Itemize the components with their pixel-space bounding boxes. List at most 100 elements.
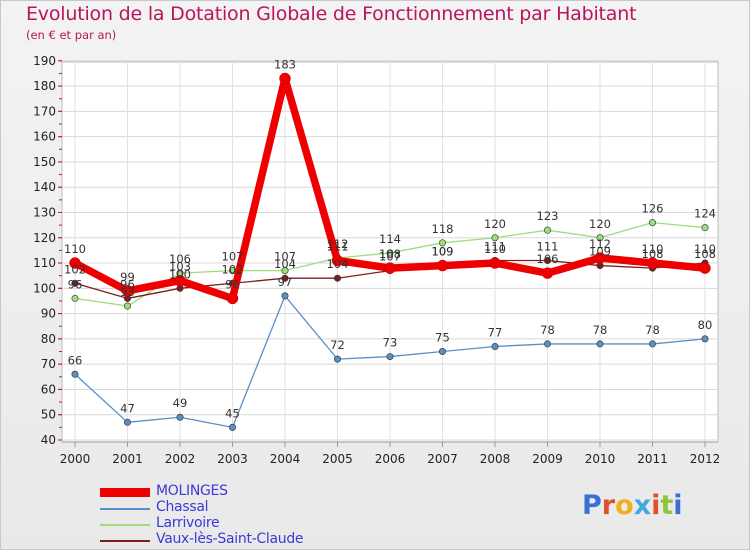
- x-tick-label: 2004: [270, 452, 301, 466]
- legend-swatch: [100, 508, 150, 510]
- data-point: [596, 234, 604, 242]
- data-point: [281, 292, 289, 300]
- data-point: [543, 257, 551, 265]
- y-tick-label: 100: [33, 281, 56, 295]
- data-point: [541, 267, 554, 279]
- x-tick-label: 2008: [480, 452, 511, 466]
- data-label: 107: [274, 250, 296, 264]
- data-point: [226, 292, 239, 305]
- x-tick-label: 2009: [532, 452, 563, 466]
- data-label: 110: [484, 242, 506, 256]
- data-point: [281, 267, 289, 275]
- data-point: [543, 226, 551, 234]
- data-label: 109: [432, 245, 454, 259]
- x-tick-label: 2010: [585, 452, 616, 466]
- data-point: [121, 285, 134, 297]
- logo-letter: P: [582, 490, 602, 521]
- data-label: 111: [327, 240, 349, 254]
- data-label: 77: [488, 325, 503, 339]
- data-label: 110: [64, 242, 86, 256]
- data-label: 118: [432, 222, 454, 236]
- data-label: 111: [537, 240, 559, 254]
- data-label: 102: [222, 262, 244, 276]
- x-tick-label: 2001: [112, 452, 143, 466]
- legend-label: Chassal: [156, 499, 209, 515]
- x-tick-label: 2003: [217, 452, 248, 466]
- data-label: 120: [484, 217, 506, 231]
- data-label: 110: [642, 242, 664, 256]
- y-tick-label: 90: [41, 307, 56, 321]
- data-point: [701, 335, 709, 343]
- proxiti-logo: Proxiti: [582, 490, 683, 521]
- data-point: [596, 340, 604, 348]
- data-point: [279, 72, 291, 85]
- y-tick-label: 70: [41, 357, 56, 371]
- data-point: [648, 340, 656, 348]
- logo-letter: r: [601, 490, 616, 521]
- data-point: [281, 274, 289, 282]
- data-point: [489, 257, 501, 269]
- data-label: 97: [278, 275, 293, 289]
- y-tick-label: 150: [33, 155, 56, 169]
- data-label: 114: [379, 232, 401, 246]
- axes: 40 50 60 70 80 90 100 110 120 130 140 150 160 170 180 1…: [33, 54, 720, 466]
- data-label: 126: [642, 202, 664, 216]
- data-label: 45: [225, 406, 240, 420]
- data-label: 102: [64, 262, 86, 276]
- legend-label: Larrivoire: [156, 515, 220, 531]
- y-tick-label: 50: [41, 408, 56, 422]
- data-point: [386, 353, 394, 361]
- data-label: 107: [379, 250, 401, 264]
- data-label: 183: [274, 57, 296, 71]
- data-point: [333, 274, 341, 282]
- data-point: [491, 234, 499, 242]
- data-label: 123: [537, 209, 559, 223]
- data-point: [71, 279, 79, 287]
- data-point: [333, 355, 341, 363]
- y-tick-label: 40: [41, 433, 56, 447]
- data-label: 109: [589, 245, 611, 259]
- chart-title: Evolution de la Dotation Globale de Fonc…: [26, 3, 637, 25]
- x-tick-label: 2012: [690, 452, 721, 466]
- legend-swatch: [100, 540, 150, 542]
- y-tick-label: 190: [33, 54, 56, 68]
- data-label: 100: [169, 267, 191, 281]
- x-tick-label: 2011: [637, 452, 668, 466]
- data-label: 93: [120, 285, 135, 299]
- x-tick-label: 2002: [165, 452, 196, 466]
- chart-subtitle: (en € et par an): [26, 28, 117, 42]
- data-label: 66: [68, 353, 83, 367]
- data-point: [124, 418, 132, 426]
- data-label: 108: [379, 247, 401, 261]
- data-label: 72: [330, 338, 345, 352]
- x-tick-label: 2007: [427, 452, 458, 466]
- data-label: 108: [694, 247, 716, 261]
- y-tick-label: 160: [33, 130, 56, 144]
- legend-swatch: [100, 488, 150, 497]
- data-label: 49: [173, 396, 188, 410]
- data-point: [174, 274, 186, 287]
- data-label: 106: [537, 252, 559, 266]
- data-label: 111: [484, 240, 506, 254]
- data-point: [384, 262, 396, 274]
- data-point: [491, 342, 499, 350]
- data-point: [648, 219, 656, 227]
- data-label: 112: [589, 237, 611, 251]
- y-tick-label: 130: [33, 205, 56, 219]
- data-point: [176, 413, 184, 421]
- x-tick-label: 2000: [60, 452, 91, 466]
- data-label: 75: [435, 331, 450, 345]
- logo-letter: t: [660, 490, 674, 521]
- data-point: [646, 257, 659, 269]
- data-point: [699, 262, 711, 274]
- data-label: 78: [540, 323, 555, 337]
- grid-lines: [62, 60, 718, 442]
- data-point: [436, 259, 449, 272]
- data-label: 78: [593, 323, 608, 337]
- logo-letter: i: [651, 490, 661, 521]
- y-tick-label: 120: [33, 231, 56, 245]
- data-label: 99: [120, 270, 135, 284]
- data-label: 96: [225, 277, 240, 291]
